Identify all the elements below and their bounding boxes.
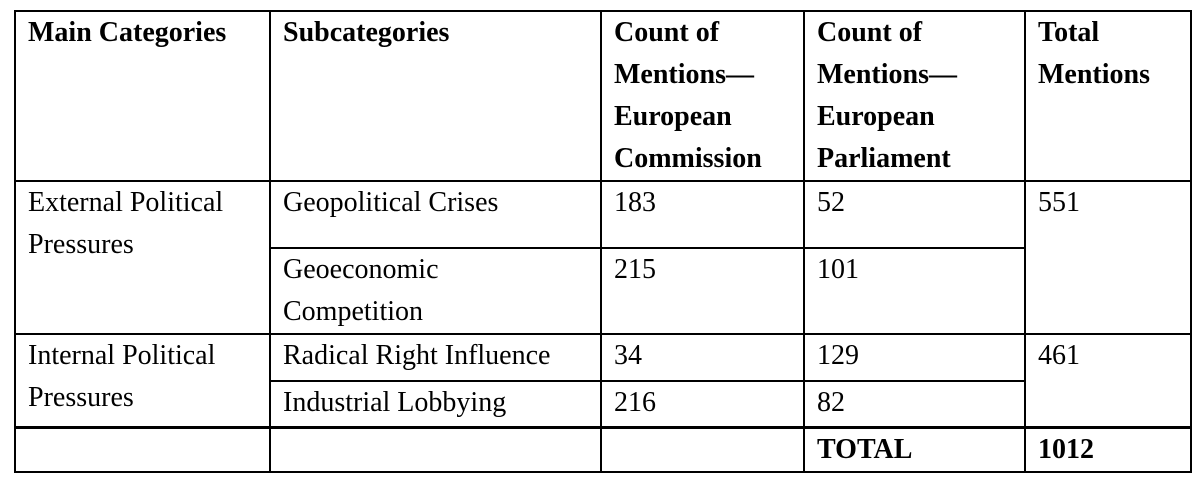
cell-commission-count: 183: [600, 180, 805, 249]
cell-main-category-internal: Internal Political Pressures: [14, 333, 271, 428]
cell-parliament-count: 129: [803, 333, 1026, 382]
cell-parliament-count: 52: [803, 180, 1026, 249]
empty-cell: [269, 425, 602, 473]
header-count-parliament: Count of Mentions—European Parliament: [803, 10, 1026, 182]
cell-commission-count: 34: [600, 333, 805, 382]
table-row: Internal Political Pressures Radical Rig…: [14, 333, 1192, 428]
cell-subcategory: Geopolitical Crises: [269, 180, 602, 249]
cell-subcategory: Geoeconomic Competition: [269, 247, 602, 335]
empty-cell: [14, 425, 271, 473]
cell-subcategory: Radical Right Influence: [269, 333, 602, 382]
empty-cell: [600, 425, 805, 473]
cell-group-total: 551: [1024, 180, 1192, 335]
table-header-row: Main Categories Subcategories Count of M…: [14, 10, 1192, 182]
table-footer-row: TOTAL 1012: [14, 425, 1192, 473]
document-page: Main Categories Subcategories Count of M…: [0, 10, 1200, 481]
cell-commission-count: 216: [600, 380, 805, 428]
cell-parliament-count: 101: [803, 247, 1026, 335]
cell-parliament-count: 82: [803, 380, 1026, 428]
cell-subcategory: Industrial Lobbying: [269, 380, 602, 428]
header-count-commission: Count of Mentions—European Commission: [600, 10, 805, 182]
cell-commission-count: 215: [600, 247, 805, 335]
header-main-categories: Main Categories: [14, 10, 271, 182]
header-subcategories: Subcategories: [269, 10, 602, 182]
grand-total-value: 1012: [1024, 425, 1192, 473]
total-label: TOTAL: [803, 425, 1026, 473]
header-total-mentions: Total Mentions: [1024, 10, 1192, 182]
categories-table: Main Categories Subcategories Count of M…: [14, 10, 1192, 473]
cell-group-total: 461: [1024, 333, 1192, 428]
table-row: Geoeconomic Competition 215 101: [15, 247, 1191, 335]
table-row: Industrial Lobbying 216 82: [15, 380, 1191, 428]
table-row: External Political Pressures Geopolitica…: [14, 180, 1192, 335]
cell-main-category-external: External Political Pressures: [14, 180, 271, 335]
